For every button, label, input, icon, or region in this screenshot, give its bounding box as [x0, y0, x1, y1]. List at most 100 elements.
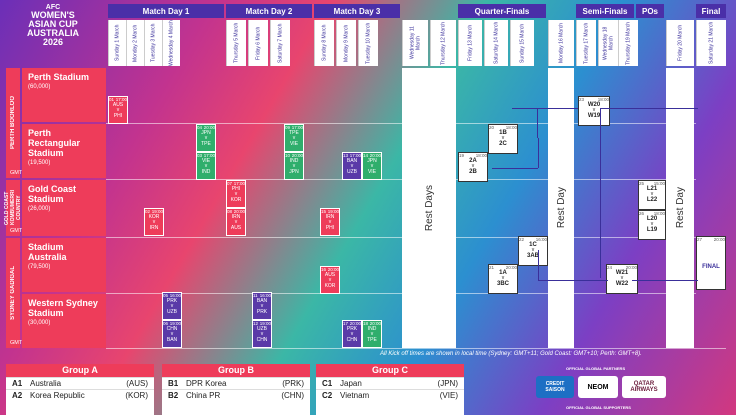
team-a: CHN: [166, 325, 178, 332]
region-gold-coast: GOLD COAST KOMBUMERRI COUNTRY: [4, 180, 22, 236]
team-code: (VIE): [439, 391, 458, 400]
date-cell: Tuesday 10 March: [358, 20, 378, 66]
team-b: KOR: [230, 196, 242, 203]
tournament-logo: AFC WOMEN'S ASIAN CUP AUSTRALIA 2026: [6, 4, 100, 64]
match-header: 07 17:00: [227, 181, 245, 187]
match-header: 22 16:00: [519, 237, 547, 243]
match-time: 17:00: [233, 181, 245, 186]
seed-code: B2: [168, 391, 179, 400]
match-time: 19:00: [259, 321, 271, 326]
match-header: 10 20:00: [285, 153, 303, 159]
match-number: 02: [145, 209, 151, 214]
team-a: FINAL: [702, 263, 720, 270]
knockout-card: 21 20:00 1A v 3BC: [488, 264, 518, 294]
vs-label: v: [620, 275, 624, 282]
gmt-gold: GMT+10: [10, 228, 32, 234]
match-number: 10: [285, 153, 291, 158]
vs-label: v: [650, 221, 654, 228]
header-pos: POs: [636, 4, 664, 18]
team-b: 3BC: [496, 280, 509, 287]
team-b: PRK: [256, 308, 268, 315]
match-header: 27 20:00: [697, 237, 725, 243]
team-a: W21: [615, 269, 629, 276]
sponsor-credit-saison: CREDIT SAISON: [536, 376, 574, 398]
group-title: Group C: [316, 364, 464, 377]
match-time: 18:00: [653, 211, 665, 216]
match-number: 14: [363, 153, 369, 158]
team-name: Japan: [340, 379, 362, 388]
sponsors-label: OFFICIAL GLOBAL PARTNERS: [566, 366, 626, 371]
date-cell: Tuesday 3 March: [144, 20, 162, 66]
vs-label: v: [370, 331, 374, 338]
match-time: 19:00: [169, 321, 181, 326]
bracket-connector: [538, 108, 578, 109]
match-time: 16:00: [535, 237, 547, 242]
team-a: UZB: [257, 325, 267, 332]
date-cell: Saturday 7 March: [270, 20, 290, 66]
match-header: 17 20:00: [343, 321, 361, 327]
vs-label: v: [650, 191, 654, 198]
knockout-card: 22 16:00 1C v 3AB: [518, 236, 548, 266]
match-time: 20:00: [327, 267, 339, 272]
date-cell: Wednesday 11 March: [402, 20, 428, 66]
knockout-card: 26 18:00 L20 v L19: [638, 210, 666, 240]
match-number: 04: [197, 125, 203, 130]
match-card: 14 20:00 JPN v VIE: [362, 152, 382, 180]
vs-label: v: [531, 247, 535, 254]
match-card: 10 20:00 IND v JPN: [284, 152, 304, 180]
rest-days-column: Rest Days: [402, 68, 456, 348]
team-name: Vietnam: [340, 391, 370, 400]
venue-name: Western Sydney Stadium: [28, 298, 98, 318]
match-header: 14 20:00: [363, 153, 381, 159]
team-a: L21: [646, 185, 658, 192]
team-b: UZB: [347, 168, 357, 175]
match-header: 20 18:00: [489, 125, 517, 131]
row-divider: [106, 123, 696, 124]
group-box: Group C C1 Japan (JPN) C2 Vietnam (VIE): [316, 364, 464, 415]
match-number: 05: [163, 293, 169, 298]
venue-gold-coast: Gold Coast Stadium (26,000): [22, 180, 106, 236]
vs-label: v: [292, 135, 296, 142]
match-header: 13 17:00: [343, 153, 361, 159]
vs-label: v: [328, 277, 332, 284]
match-header: 18 20:00: [363, 321, 381, 327]
team-b: L22: [646, 196, 658, 203]
match-header: 05 16:00: [163, 293, 181, 299]
team-b: BAN: [166, 336, 178, 343]
sponsor-qatar-airways: QATAR AIRWAYS: [622, 376, 666, 398]
group-row: B1 DPR Korea (PRK): [162, 377, 310, 389]
match-time: 16:00: [169, 293, 181, 298]
vs-label: v: [260, 331, 264, 338]
knockout-card: 24 20:00 W21 v W22: [606, 264, 638, 294]
group-box: Group B B1 DPR Korea (PRK) B2 China PR (CHN): [162, 364, 310, 415]
team-b: VIE: [367, 168, 377, 175]
match-header: 21 20:00: [489, 265, 517, 271]
vs-label: v: [152, 219, 156, 226]
team-a: IRN: [325, 213, 335, 220]
team-a: BAN: [346, 157, 358, 164]
venue-western-sydney: Western Sydney Stadium (30,000): [22, 294, 106, 348]
match-time: 17:00: [291, 125, 303, 130]
match-card: 15 19:00 IRN v PHI: [320, 208, 340, 236]
match-card: 16 20:00 AUS v KOR: [320, 266, 340, 294]
match-number: 12: [253, 321, 259, 326]
team-a: W20: [587, 101, 601, 108]
match-number: 19: [459, 153, 465, 158]
match-time: 20:00: [349, 321, 361, 326]
match-number: 03: [197, 153, 203, 158]
team-b: PHI: [113, 112, 123, 119]
kickoff-footnote: All Kick off times are shown in local ti…: [380, 351, 642, 357]
group-title: Group B: [162, 364, 310, 377]
team-a: KOR: [148, 213, 160, 220]
date-cell: Sunday 15 March: [510, 20, 534, 66]
match-number: 11: [253, 293, 258, 298]
venue-capacity: (60,000): [28, 84, 51, 90]
match-card: 08 20:00 IRN v AUS: [226, 208, 246, 236]
date-cell: Thursday 5 March: [226, 20, 246, 66]
team-a: AUS: [112, 101, 124, 108]
vs-label: v: [350, 163, 354, 170]
team-b: VIE: [289, 140, 299, 147]
date-cell: Thursday 19 March: [618, 20, 638, 66]
team-a: AUS: [324, 271, 336, 278]
match-time: 20:00: [203, 125, 215, 130]
